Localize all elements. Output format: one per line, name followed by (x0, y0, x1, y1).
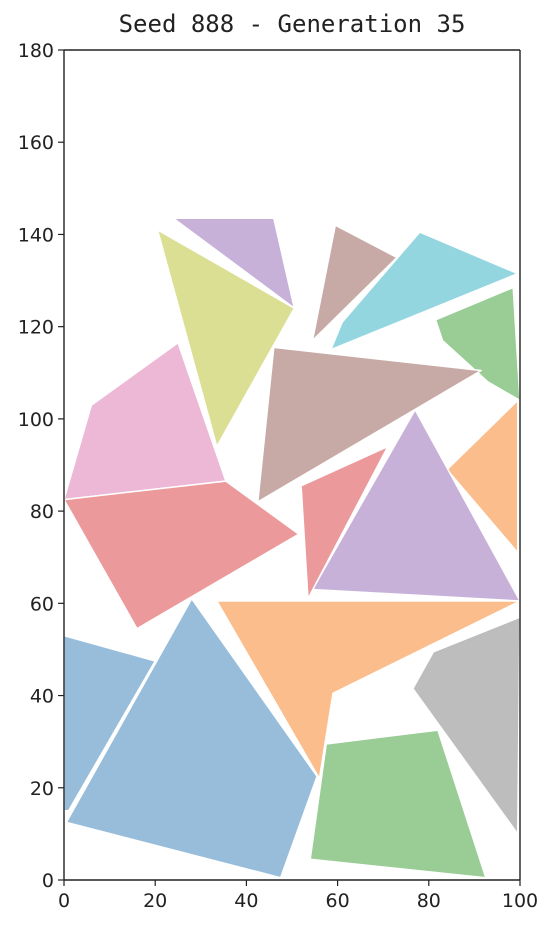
polygon-5 (434, 286, 521, 402)
x-tick-label: 80 (417, 890, 441, 912)
y-tick-label: 60 (30, 593, 54, 615)
polygon-9 (311, 408, 521, 602)
polygon-1 (172, 217, 296, 309)
polygon-14 (65, 597, 318, 879)
polygon-4 (330, 231, 519, 351)
x-tick-label: 0 (58, 890, 70, 912)
polygon-3 (311, 224, 398, 342)
y-tick-label: 140 (18, 224, 54, 246)
axes: 0 20 40 60 80 100 0 20 40 60 80 100 120 140 160 180 (18, 40, 538, 912)
y-tick-label: 100 (18, 409, 54, 431)
polygon-2 (156, 229, 296, 448)
x-tick-label: 40 (234, 890, 258, 912)
x-tick-label: 60 (326, 890, 350, 912)
polygon-6 (257, 346, 482, 503)
polygon-11 (63, 480, 300, 630)
x-tick-label: 100 (502, 890, 538, 912)
y-tick-label: 180 (18, 40, 54, 62)
x-tick-label: 20 (143, 890, 167, 912)
polygon-12 (216, 600, 521, 780)
y-tick-label: 160 (18, 132, 54, 154)
y-tick-label: 40 (30, 686, 54, 708)
polygon-15 (412, 616, 521, 835)
polygon-10 (300, 445, 389, 600)
y-tick-label: 120 (18, 317, 54, 339)
y-tick-label: 0 (42, 870, 54, 892)
polygon-8 (446, 399, 519, 554)
polygon-layer (63, 217, 521, 879)
y-tick-label: 80 (30, 501, 54, 523)
y-tick-label: 20 (30, 778, 54, 800)
chart-title: Seed 888 - Generation 35 (119, 10, 466, 38)
polygon-16 (309, 729, 487, 879)
